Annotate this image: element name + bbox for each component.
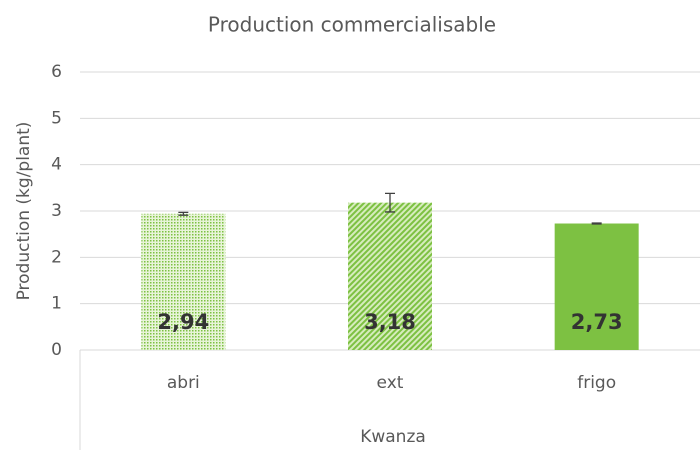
x-tick-label: ext [377,373,404,393]
y-tick-label: 5 [51,108,62,128]
x-tick-label: abri [167,373,200,393]
bar [348,202,432,350]
y-tick-label: 3 [51,201,62,221]
data-label: 2,73 [571,310,623,334]
error-bar [591,222,602,225]
x-axis-label: Kwanza [360,427,426,447]
data-label: 2,94 [157,310,209,334]
bar [554,223,639,350]
error-bar [178,211,189,216]
y-tick-label: 1 [51,294,62,314]
bar [141,213,226,350]
y-tick-label: 4 [51,155,62,175]
y-tick-label: 0 [51,340,62,360]
x-tick-label: frigo [577,373,616,393]
y-tick-label: 6 [51,62,62,82]
y-tick-label: 2 [51,247,62,267]
error-bar [385,192,395,213]
data-label: 3,18 [364,310,416,334]
chart-title: Production commercialisable [208,13,496,37]
y-axis-label: Production (kg/plant) [14,122,34,301]
